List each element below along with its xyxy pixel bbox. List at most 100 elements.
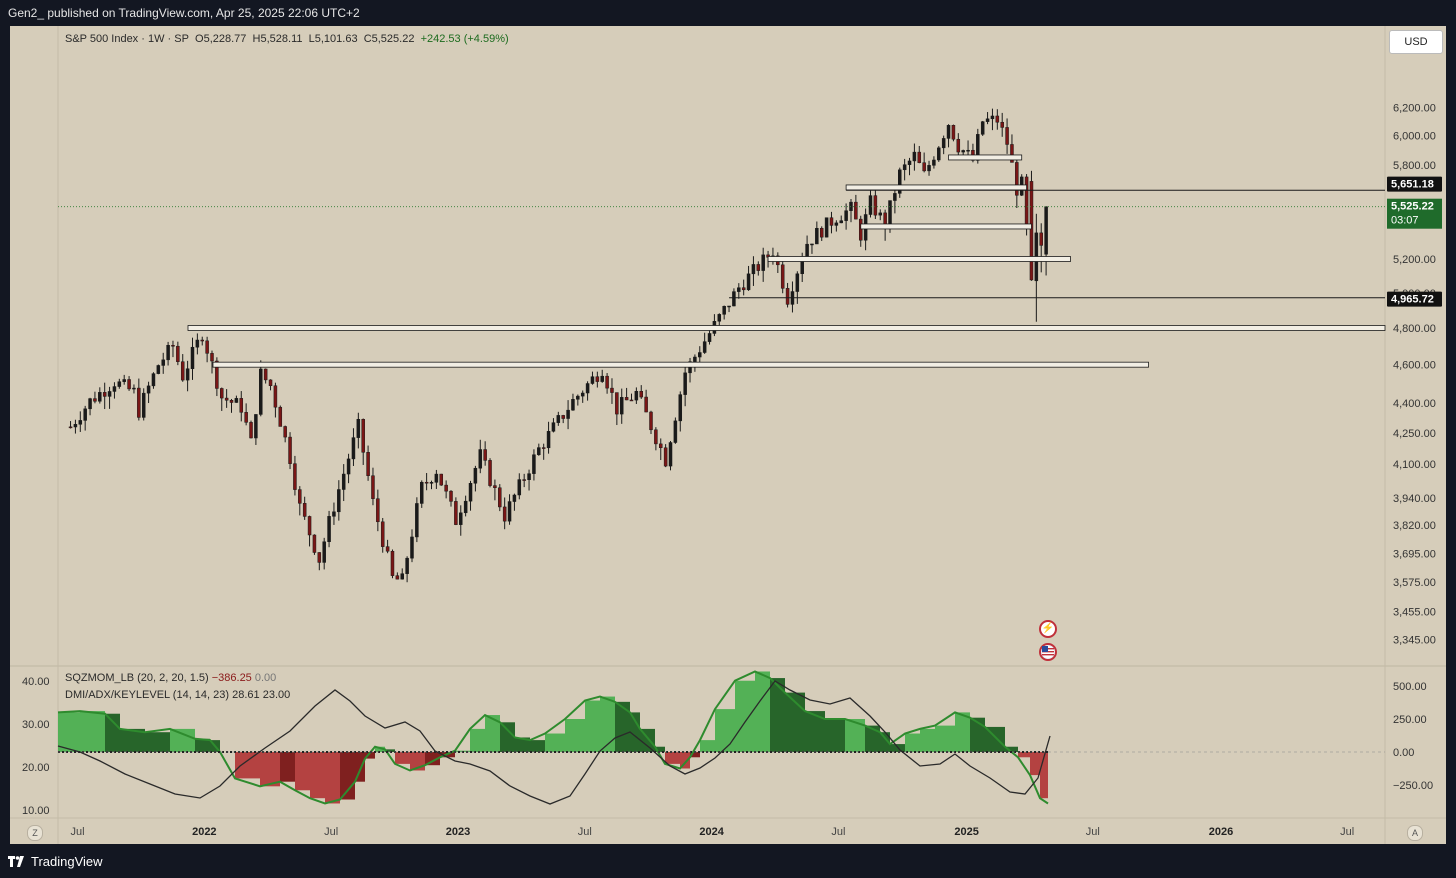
chart-frame[interactable]: 6,200.006,000.005,800.005,200.005,000.00…	[10, 26, 1446, 844]
candle-down	[1000, 121, 1004, 128]
momentum-bar-positive	[600, 696, 615, 752]
momentum-bar-positive	[615, 701, 630, 752]
candle-up	[551, 422, 556, 432]
candle-down	[298, 489, 302, 504]
candle-up	[717, 314, 722, 322]
adx-line	[57, 680, 1051, 805]
momentum-bar-positive	[715, 709, 735, 752]
current-price-label-bg	[1387, 198, 1442, 229]
momentum-bar-positive	[865, 725, 880, 752]
candle-up	[800, 259, 804, 275]
auto-scale-button[interactable]: A	[1407, 825, 1423, 841]
momentum-bar-positive	[585, 700, 600, 752]
publish-header: Gen2_ published on TradingView.com, Apr …	[0, 0, 1456, 26]
candle-down	[127, 379, 131, 390]
candle-up	[893, 193, 897, 201]
legend-change: +242.53 (+4.59%)	[420, 33, 509, 45]
candle-down	[956, 138, 961, 153]
candle-down	[561, 415, 565, 419]
candle-up	[190, 346, 195, 369]
candle-up	[698, 352, 702, 358]
candle-down	[615, 392, 619, 415]
candle-down	[498, 487, 502, 508]
candle-down	[385, 546, 390, 552]
candle-up	[868, 195, 873, 215]
momentum-bar-positive	[970, 717, 985, 752]
legend-close: C5,525.22	[363, 33, 415, 45]
candle-up	[673, 420, 678, 443]
candle-down	[922, 162, 926, 172]
price-chart-svg[interactable]: 6,200.006,000.005,800.005,200.005,000.00…	[10, 26, 1446, 844]
publish-info: Gen2_ published on TradingView.com, Apr …	[8, 6, 360, 20]
candle-up	[746, 273, 751, 291]
candle-up	[576, 395, 580, 400]
candle-down	[263, 368, 268, 381]
legend-low: L5,101.63	[308, 33, 358, 45]
us-flag-event-icon[interactable]	[1039, 643, 1057, 661]
momentum-bar-positive	[385, 749, 395, 752]
sqzmom-name: SQZMOM_LB (20, 2, 20, 1.5)	[65, 672, 209, 684]
candle-up	[737, 287, 741, 292]
price-tick-label: 4,800.00	[1393, 323, 1436, 335]
footer-brand: TradingView	[31, 854, 103, 869]
sqzmom-legend[interactable]: SQZMOM_LB (20, 2, 20, 1.5) −386.25 0.00	[65, 672, 276, 684]
bar-countdown-label: 03:07	[1391, 215, 1419, 227]
time-tick-label: Jul	[578, 826, 592, 838]
candle-down	[644, 396, 648, 413]
candle-up	[732, 291, 736, 307]
candle-down	[873, 195, 878, 216]
tradingview-logo[interactable]: TradingView	[8, 854, 103, 869]
candle-up	[341, 473, 346, 490]
dmi-legend[interactable]: DMI/ADX/KEYLEVEL (14, 14, 23) 28.61 23.0…	[65, 689, 290, 701]
momentum-bar-negative	[665, 752, 680, 764]
momentum-bar-negative	[425, 752, 440, 766]
candle-down	[215, 360, 219, 389]
momentum-bar-positive	[955, 712, 970, 752]
candle-up	[434, 473, 439, 483]
symbol-name[interactable]: S&P 500 Index · 1W · SP	[65, 33, 189, 45]
candle-up	[668, 442, 673, 467]
candle-up	[941, 138, 946, 149]
candle-up	[322, 541, 326, 563]
candle-up	[907, 160, 912, 165]
candle-up	[693, 356, 697, 362]
key-level-box	[767, 256, 1071, 262]
lightning-event-icon[interactable]: ⚡	[1039, 620, 1057, 638]
candle-up	[332, 511, 336, 517]
price-tick-label: 3,940.00	[1393, 493, 1436, 505]
candle-up	[259, 368, 263, 415]
candle-down	[317, 552, 322, 563]
candle-up	[156, 365, 161, 374]
candle-down	[439, 473, 444, 486]
candle-up	[327, 516, 331, 542]
candle-up	[590, 376, 595, 384]
current-price-label: 5,525.22	[1391, 201, 1434, 213]
candle-down	[1039, 232, 1043, 246]
candle-down	[1015, 162, 1019, 196]
candle-up	[707, 333, 712, 342]
candle-down	[741, 287, 746, 291]
candle-down	[780, 264, 785, 289]
candle-down	[629, 399, 634, 402]
candle-down	[756, 264, 761, 271]
candle-up	[912, 151, 917, 162]
candle-up	[537, 447, 541, 455]
candle-up	[619, 397, 624, 415]
candle-down	[1010, 144, 1014, 163]
momentum-bar-negative	[365, 752, 375, 759]
momentum-bar-positive	[485, 715, 500, 752]
candle-up	[932, 159, 936, 166]
candle-up	[151, 373, 156, 387]
candle-down	[249, 422, 253, 439]
momentum-bar-negative	[1030, 752, 1040, 776]
currency-button[interactable]: USD	[1389, 30, 1443, 54]
candle-up	[122, 379, 126, 382]
timezone-button[interactable]: Z	[27, 825, 43, 841]
candle-up	[844, 210, 848, 221]
candle-up	[410, 536, 414, 559]
price-tick-label: 3,345.00	[1393, 634, 1436, 646]
candle-down	[137, 387, 141, 418]
time-tick-label: Jul	[1340, 826, 1354, 838]
candle-up	[937, 147, 941, 161]
time-tick-label: 2026	[1209, 826, 1233, 838]
